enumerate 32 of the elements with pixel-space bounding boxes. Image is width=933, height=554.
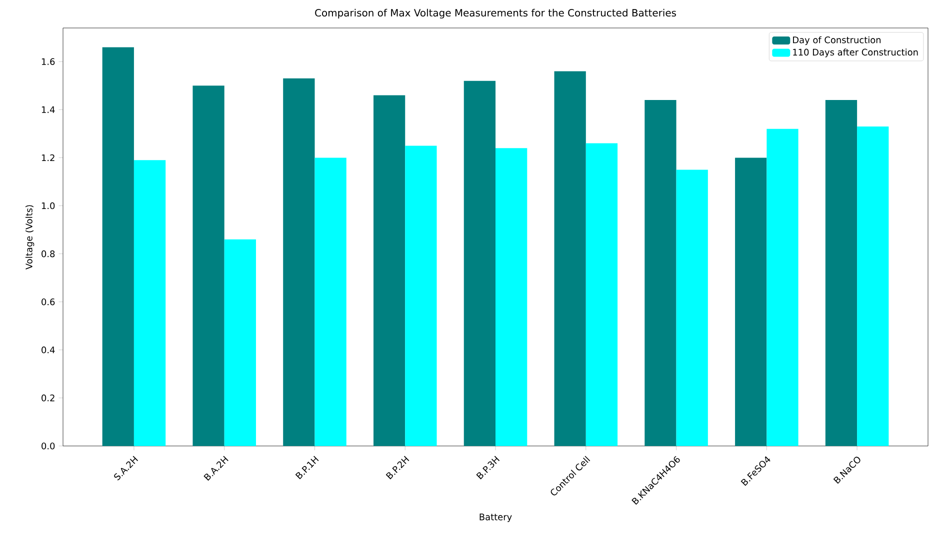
bar (464, 80, 496, 446)
chart-title: Comparison of Max Voltage Measurements for the Constructed Batteries (315, 8, 676, 18)
bar (496, 148, 528, 446)
bar (373, 95, 406, 446)
y-tick-label: 1.4 (42, 106, 55, 113)
bar (134, 160, 166, 446)
y-tick-label: 1.0 (42, 202, 55, 210)
y-tick-label: 1.2 (42, 154, 54, 162)
y-tick-label: 0.0 (42, 442, 55, 450)
bar (735, 158, 767, 446)
bar (283, 78, 315, 446)
y-tick-label: 0.2 (42, 394, 54, 402)
y-tick-label: 0.4 (42, 346, 55, 354)
bar (102, 47, 134, 446)
bar (586, 143, 618, 446)
bar (825, 100, 858, 446)
x-axis-title: Battery (480, 514, 512, 522)
bar (405, 146, 437, 446)
y-axis-title: Voltage (Volts) (25, 205, 34, 270)
bar (644, 100, 676, 446)
bar (314, 158, 346, 446)
y-tick-label: 1.6 (42, 58, 55, 66)
bar (554, 71, 586, 446)
bar (766, 128, 798, 446)
legend-label: Day of Construction (793, 36, 881, 46)
bar (224, 239, 256, 446)
y-tick-label: 0.6 (42, 298, 55, 306)
bar (857, 126, 889, 446)
y-tick-label: 0.8 (42, 250, 55, 258)
legend-label: 110 Days after Construction (793, 48, 918, 58)
bar (192, 86, 224, 446)
bar (676, 170, 708, 446)
